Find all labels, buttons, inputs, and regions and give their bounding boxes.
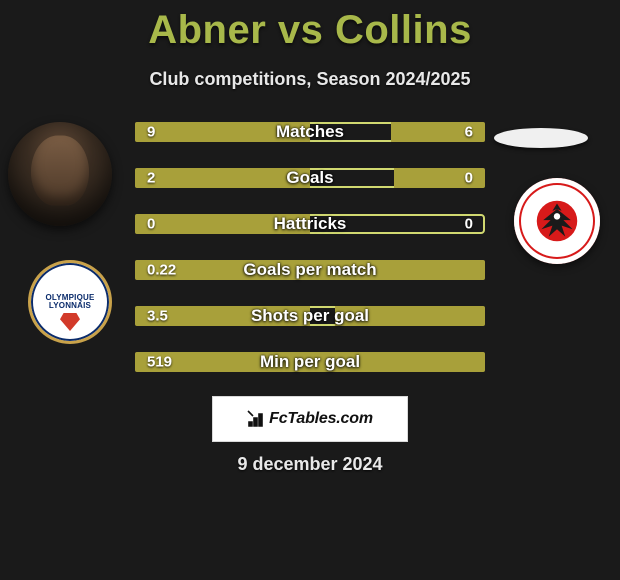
stat-value-left: 519 — [147, 354, 172, 371]
stat-row: Goals per match 0.22 — [135, 260, 485, 280]
page-title: Abner vs Collins — [0, 0, 620, 53]
stat-value-left: 0 — [147, 216, 155, 233]
stat-row: Min per goal 519 — [135, 352, 485, 372]
footer-date: 9 december 2024 — [237, 454, 382, 475]
stat-label: Min per goal — [260, 352, 360, 372]
stat-value-left: 0.22 — [147, 262, 176, 279]
stat-row: Shots per goal 3.5 — [135, 306, 485, 326]
footer-site-text: FcTables.com — [269, 410, 373, 428]
stat-value-right: 0 — [465, 216, 473, 233]
comparison-card: Abner vs Collins Club competitions, Seas… — [0, 0, 620, 580]
stats-list: Matches 9 6 Goals 2 0 Hattricks 0 0 Goals per mat… — [135, 122, 485, 372]
stat-label: Goals — [286, 168, 333, 188]
chart-icon — [247, 410, 265, 428]
club-left-label: OLYMPIQUE LYONNAIS — [31, 294, 109, 311]
stat-row: Matches 9 6 — [135, 122, 485, 142]
stat-row: Goals 2 0 — [135, 168, 485, 188]
stat-bar-left-fill — [135, 168, 310, 188]
stat-row: Hattricks 0 0 — [135, 214, 485, 234]
stat-label: Shots per goal — [251, 306, 369, 326]
club-left-badge: OLYMPIQUE LYONNAIS — [28, 260, 112, 344]
stat-value-right: 6 — [465, 124, 473, 141]
stat-label: Hattricks — [274, 214, 347, 234]
stat-label: Goals per match — [243, 260, 376, 280]
stat-value-left: 2 — [147, 170, 155, 187]
stat-label: Matches — [276, 122, 344, 142]
footer-site-badge[interactable]: FcTables.com — [212, 396, 408, 442]
stat-value-left: 9 — [147, 124, 155, 141]
player-right-placeholder — [494, 128, 588, 148]
stat-value-right: 0 — [465, 170, 473, 187]
eagle-icon — [534, 198, 580, 244]
club-right-badge — [514, 178, 600, 264]
page-subtitle: Club competitions, Season 2024/2025 — [0, 69, 620, 90]
stat-value-left: 3.5 — [147, 308, 168, 325]
player-left-photo — [8, 122, 112, 226]
